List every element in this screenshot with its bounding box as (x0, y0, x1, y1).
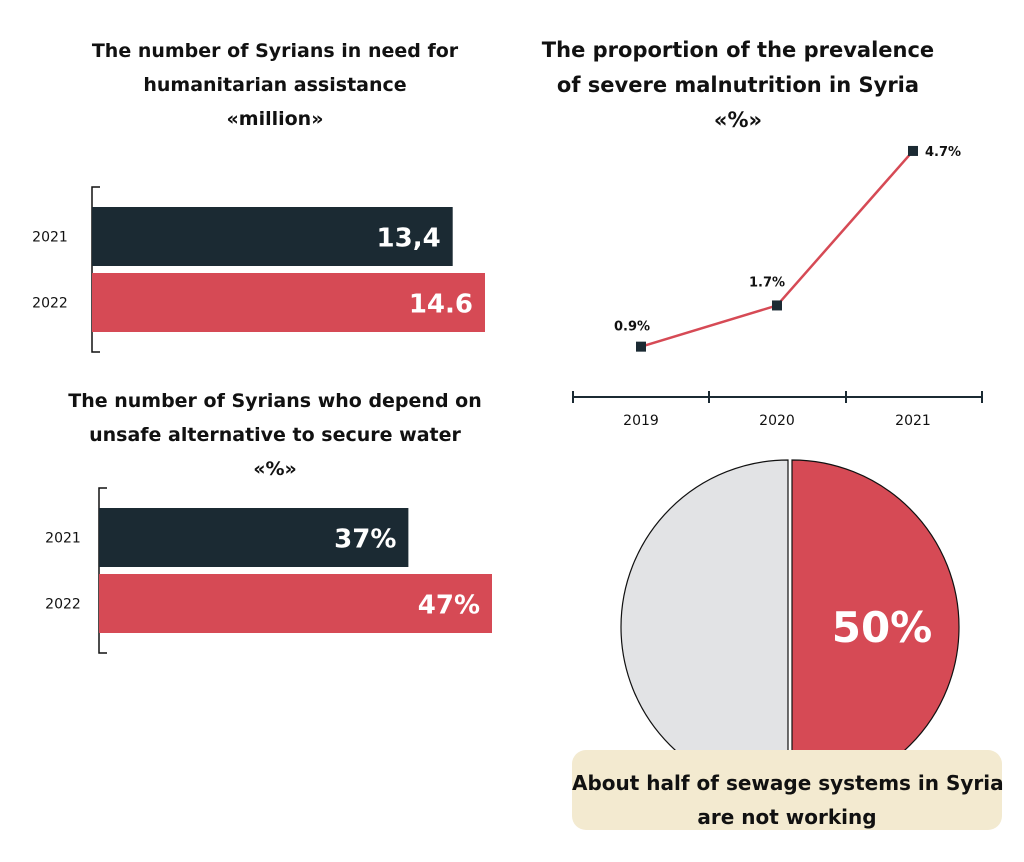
bar-chart-1-bar (92, 207, 453, 266)
line-chart-point (908, 145, 918, 156)
chart3-title-line: of severe malnutrition in Syria (556, 73, 920, 97)
bar-chart-2-bar (99, 508, 409, 567)
bar-chart-2-axis-bracket (98, 487, 107, 654)
chart3-title-line: The proportion of the prevalence (541, 38, 935, 62)
pie-caption-line: are not working (697, 805, 877, 829)
line-chart-x-tick-label: 2021 (895, 413, 931, 429)
chart1-title-line: humanitarian assistance (143, 74, 407, 96)
chart2-title-unit: «%» (253, 458, 297, 480)
line-chart-point (636, 341, 646, 352)
bar-chart-2-category-label: 2022 (45, 597, 81, 613)
chart1-title: The number of Syrians in need for humani… (60, 34, 490, 136)
chart3-title-unit: «%» (713, 108, 763, 132)
pie-slice (620, 459, 789, 795)
line-chart-data-label: 0.9% (614, 320, 650, 335)
bar-chart-2-category-label: 2021 (45, 531, 81, 547)
chart2-title-line: unsafe alternative to secure water (89, 424, 461, 446)
line-chart-point (772, 300, 782, 311)
line-chart-series-line (640, 150, 914, 348)
pie-caption-box: About half of sewage systems in Syria ar… (572, 750, 1004, 830)
bar-chart-1-category-label: 2021 (32, 230, 68, 246)
bar-chart-2-bar (99, 574, 492, 633)
bar-chart-1-bar (92, 273, 485, 332)
bar-chart-1-axis-bracket (91, 186, 100, 353)
pie-slice-label: 50% (832, 603, 933, 652)
chart2-title: The number of Syrians who depend on unsa… (60, 384, 490, 486)
chart2-title-line: The number of Syrians who depend on (68, 390, 482, 412)
bar-chart-2-value-label: 37% (334, 525, 396, 555)
line-chart-x-tick-label: 2019 (623, 413, 659, 429)
bar-chart-1-value-label: 13,4 (377, 224, 441, 254)
line-chart-data-label: 1.7% (749, 275, 785, 290)
line-chart-data-label: 4.7% (925, 145, 961, 160)
chart1-title-unit: «million» (226, 108, 324, 130)
bar-chart-2-value-label: 47% (418, 591, 480, 621)
line-chart-x-tick-label: 2020 (759, 413, 795, 429)
bar-chart-1-category-label: 2022 (32, 296, 68, 312)
pie-caption-line: About half of sewage systems in Syria (572, 771, 1004, 795)
chart3-title: The proportion of the prevalence of seve… (530, 33, 946, 138)
bar-chart-1-value-label: 14.6 (409, 290, 473, 320)
chart1-title-line: The number of Syrians in need for (91, 40, 459, 62)
